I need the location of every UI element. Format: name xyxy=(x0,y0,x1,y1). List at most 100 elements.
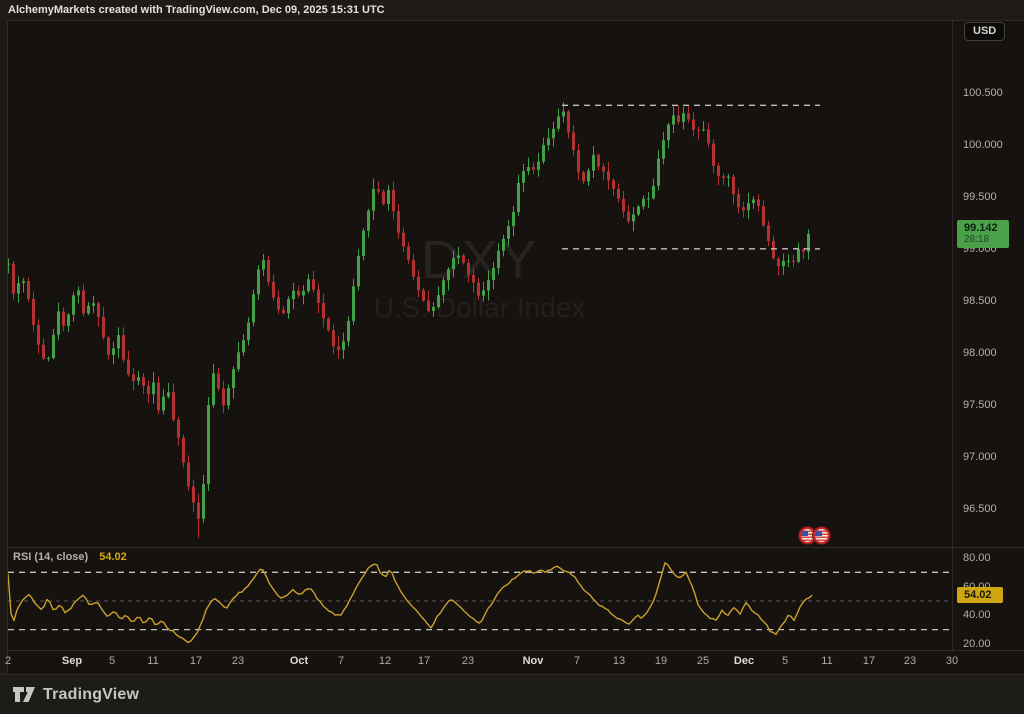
up-candle xyxy=(437,295,440,308)
up-candle xyxy=(242,340,245,353)
down-candle xyxy=(277,297,280,310)
tradingview-brand-text[interactable]: TradingView xyxy=(43,685,140,703)
down-candle xyxy=(722,176,725,178)
down-candle xyxy=(132,374,135,381)
down-candle xyxy=(597,154,600,167)
down-candle xyxy=(147,385,150,395)
down-candle xyxy=(82,290,85,314)
up-candle xyxy=(292,290,295,300)
down-candle xyxy=(767,225,770,241)
up-candle xyxy=(342,341,345,350)
candlestick-chart[interactable] xyxy=(7,20,952,547)
down-candle xyxy=(192,486,195,503)
down-candle xyxy=(62,311,65,326)
rsi-legend-name: RSI (14, close) xyxy=(13,551,89,563)
time-label-month: Oct xyxy=(289,655,309,667)
time-label-day: 5 xyxy=(108,655,116,667)
time-label-day: 11 xyxy=(821,655,833,667)
down-candle xyxy=(462,255,465,263)
down-candle xyxy=(697,129,700,131)
down-candle xyxy=(397,211,400,233)
up-candle xyxy=(47,357,50,359)
down-candle xyxy=(97,303,100,317)
price-tick-label: 98.000 xyxy=(963,346,997,359)
up-candle xyxy=(507,226,510,239)
up-candle xyxy=(367,210,370,231)
up-candle xyxy=(152,382,155,395)
down-candle xyxy=(327,318,330,331)
up-candle xyxy=(247,322,250,341)
time-axis[interactable] xyxy=(7,651,1024,674)
down-candle xyxy=(322,302,325,319)
rsi-value-badge: 54.02 xyxy=(957,587,1003,604)
price-tick-label: 97.000 xyxy=(963,450,997,463)
down-candle xyxy=(707,129,710,144)
down-candle xyxy=(42,344,45,359)
up-candle xyxy=(117,335,120,349)
us-flag-icon[interactable] xyxy=(813,527,830,544)
time-label-day: 11 xyxy=(147,655,159,667)
chart-bottom-border xyxy=(0,674,1024,675)
up-candle xyxy=(72,295,75,315)
up-candle xyxy=(782,260,785,267)
up-candle xyxy=(522,171,525,183)
up-candle xyxy=(797,249,800,262)
rsi-pane[interactable] xyxy=(7,548,1024,650)
up-candle xyxy=(257,269,260,295)
up-candle xyxy=(22,281,25,284)
down-candle xyxy=(267,260,270,282)
down-candle xyxy=(377,188,380,192)
tradingview-logo-icon[interactable] xyxy=(13,687,35,702)
up-candle xyxy=(487,280,490,291)
time-label-day: 19 xyxy=(654,655,668,667)
down-candle xyxy=(107,337,110,355)
time-label-month: Dec xyxy=(733,655,755,667)
up-candle xyxy=(77,290,80,296)
up-candle xyxy=(352,286,355,321)
bar-countdown: 28:18 xyxy=(964,234,990,246)
up-candle xyxy=(682,113,685,122)
up-candle xyxy=(787,260,790,262)
up-candle xyxy=(492,267,495,281)
down-candle xyxy=(282,309,285,314)
time-label-day: 23 xyxy=(231,655,245,667)
price-pane[interactable] xyxy=(7,20,1024,547)
up-candle xyxy=(647,198,650,200)
down-candle xyxy=(127,359,130,375)
time-label-month: Sep xyxy=(61,655,83,667)
up-candle xyxy=(17,283,20,294)
up-candle xyxy=(202,484,205,519)
up-candle xyxy=(457,255,460,259)
down-candle xyxy=(317,289,320,303)
price-tick-label: 96.500 xyxy=(963,502,997,515)
time-label-day: 23 xyxy=(461,655,475,667)
up-candle xyxy=(387,190,390,204)
up-candle xyxy=(512,212,515,227)
up-candle xyxy=(112,348,115,355)
down-candle xyxy=(332,330,335,347)
down-candle xyxy=(607,171,610,181)
down-candle xyxy=(677,115,680,122)
up-candle xyxy=(212,373,215,405)
time-label-day: 2 xyxy=(4,655,12,667)
pane-separator[interactable] xyxy=(7,547,1024,548)
price-axis-border[interactable] xyxy=(952,20,953,651)
time-label-day: 13 xyxy=(612,655,626,667)
price-tick-label: 100.000 xyxy=(963,138,1003,151)
up-candle xyxy=(57,311,60,335)
currency-badge[interactable]: USD xyxy=(964,22,1006,41)
up-candle xyxy=(637,206,640,215)
up-candle xyxy=(537,161,540,170)
down-candle xyxy=(772,240,775,259)
up-candle xyxy=(527,166,530,172)
up-candle xyxy=(167,392,170,397)
rsi-indicator-plot[interactable] xyxy=(7,548,952,650)
time-label-month: Nov xyxy=(522,655,544,667)
down-candle xyxy=(742,207,745,211)
down-candle xyxy=(567,111,570,133)
up-candle xyxy=(667,124,670,141)
down-candle xyxy=(582,172,585,182)
up-candle xyxy=(347,320,350,342)
up-candle xyxy=(562,111,565,117)
up-candle xyxy=(542,145,545,162)
